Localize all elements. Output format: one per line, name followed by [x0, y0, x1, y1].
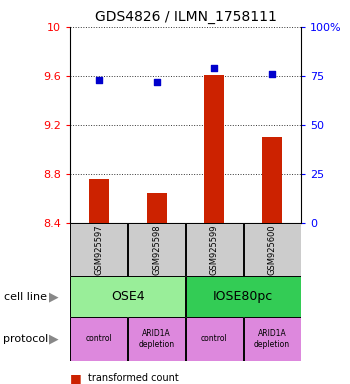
Text: ARID1A
depletion: ARID1A depletion [139, 329, 175, 349]
Text: OSE4: OSE4 [111, 290, 145, 303]
Bar [70, 276, 185, 317]
Text: ▶: ▶ [49, 290, 59, 303]
Bar [186, 223, 243, 276]
Text: cell line: cell line [4, 291, 47, 302]
Bar [147, 193, 167, 223]
Text: ▶: ▶ [49, 333, 59, 345]
Bar [186, 317, 243, 361]
Bar [186, 276, 301, 317]
Point [211, 65, 217, 71]
Text: GSM925600: GSM925600 [268, 224, 276, 275]
Point [96, 77, 101, 83]
Bar [244, 317, 301, 361]
Bar [89, 179, 109, 223]
Text: protocol: protocol [4, 334, 49, 344]
Bar [128, 223, 185, 276]
Bar [244, 223, 301, 276]
Text: control: control [201, 334, 228, 343]
Text: control: control [85, 334, 112, 343]
Text: IOSE80pc: IOSE80pc [213, 290, 273, 303]
Text: GSM925599: GSM925599 [210, 224, 219, 275]
Bar [128, 317, 185, 361]
Text: ARID1A
depletion: ARID1A depletion [254, 329, 290, 349]
Text: GSM925597: GSM925597 [94, 224, 103, 275]
Bar [204, 74, 224, 223]
Point [269, 71, 275, 77]
Text: transformed count: transformed count [88, 373, 178, 383]
Point [154, 79, 160, 85]
Text: ■: ■ [70, 372, 82, 384]
Bar [70, 223, 127, 276]
Bar [262, 137, 282, 223]
Text: GSM925598: GSM925598 [152, 224, 161, 275]
Title: GDS4826 / ILMN_1758111: GDS4826 / ILMN_1758111 [94, 10, 276, 25]
Bar [70, 317, 127, 361]
